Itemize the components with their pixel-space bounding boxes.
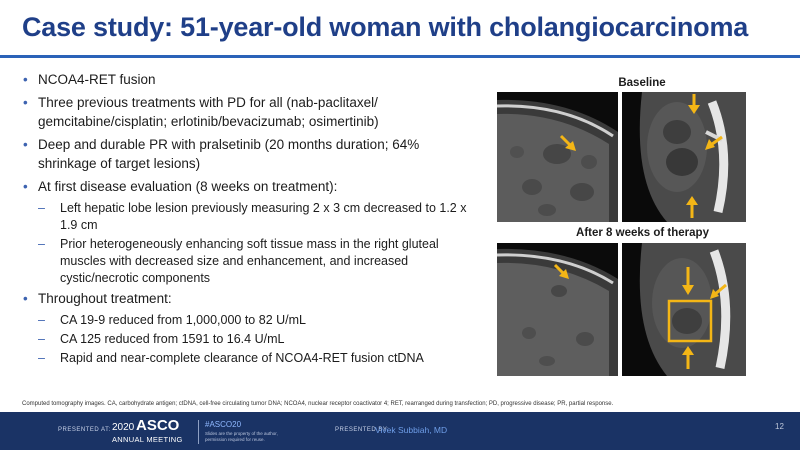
bullet-throughout: Throughout treatment:	[22, 289, 472, 308]
reuse-note: Slides are the property of the author, p…	[205, 431, 278, 442]
hashtag: #ASCO20	[205, 420, 242, 429]
presenter-name: Vivek Subbiah, MD	[375, 425, 448, 435]
sub-bullet-ca199: CA 19-9 reduced from 1,000,000 to 82 U/m…	[22, 312, 472, 329]
ct-scan-after-liver	[497, 243, 618, 376]
bullet-previous-treatments: Three previous treatments with PD for al…	[22, 93, 472, 131]
sub-bullet-ctdna: Rapid and near-complete clearance of NCO…	[22, 350, 472, 367]
sub-bullet-hepatic: Left hepatic lobe lesion previously meas…	[22, 200, 472, 234]
title-divider	[0, 55, 800, 58]
ct-scan-baseline-gluteal	[622, 92, 746, 222]
ct-scan-baseline-liver	[497, 92, 618, 222]
bullet-pr: Deep and durable PR with pralsetinib (20…	[22, 135, 472, 173]
bullet-first-evaluation: At first disease evaluation (8 weeks on …	[22, 177, 472, 196]
after-therapy-label: After 8 weeks of therapy	[576, 227, 709, 239]
footnote: Computed tomography images. CA, carbohyd…	[22, 401, 614, 407]
bullet-list: NCOA4-RET fusion Three previous treatmen…	[22, 70, 472, 369]
meeting-year: 2020	[112, 422, 135, 433]
page-number: 12	[775, 422, 784, 431]
bullet-fusion: NCOA4-RET fusion	[22, 70, 472, 89]
presented-at-label: PRESENTED AT:	[58, 427, 111, 433]
ct-scan-after-gluteal	[622, 243, 746, 376]
footer-divider	[198, 420, 199, 444]
footer-bar: PRESENTED AT: 2020 ASCO ANNUAL MEETING #…	[0, 412, 800, 450]
asco-logo: ASCO	[136, 417, 180, 434]
presented-by-label: PRESENTED BY:	[335, 427, 390, 433]
annual-meeting-label: ANNUAL MEETING	[112, 435, 183, 444]
slide-title: Case study: 51-year-old woman with chola…	[22, 12, 749, 42]
baseline-label: Baseline	[618, 77, 666, 89]
sub-bullet-gluteal: Prior heterogeneously enhancing soft tis…	[22, 236, 472, 287]
sub-bullet-ca125: CA 125 reduced from 1591 to 16.4 U/mL	[22, 331, 472, 348]
